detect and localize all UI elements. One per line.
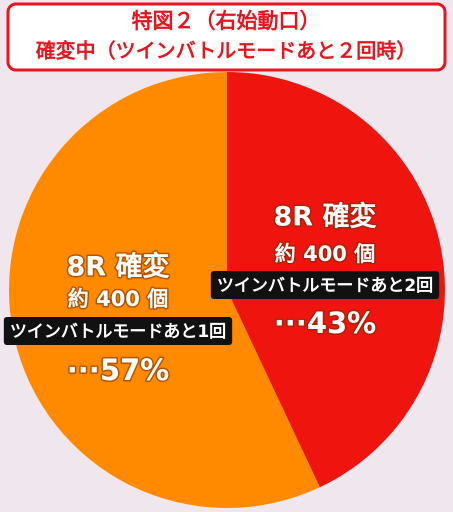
category-label: ツインバトルモードあと2回 [217,276,433,296]
header-box [6,2,447,72]
value-label: ···43% [274,306,376,340]
category-label: ツインバトルモードあと1回 [10,322,226,342]
payout-label: 約 400 個 [275,242,375,266]
pie-slice [8,72,320,508]
round-label: 8R 確変 [274,201,377,233]
chart-subtitle: 確変中（ツインバトルモードあと２回時） [36,39,417,63]
category-box [210,271,440,299]
value-label: ···57% [67,353,169,387]
category-box [3,317,233,345]
payout-label: 約 400 個 [68,287,168,311]
round-label: 8R 確変 [67,251,170,283]
chart-title: 特図２（右始動口） [132,9,321,33]
